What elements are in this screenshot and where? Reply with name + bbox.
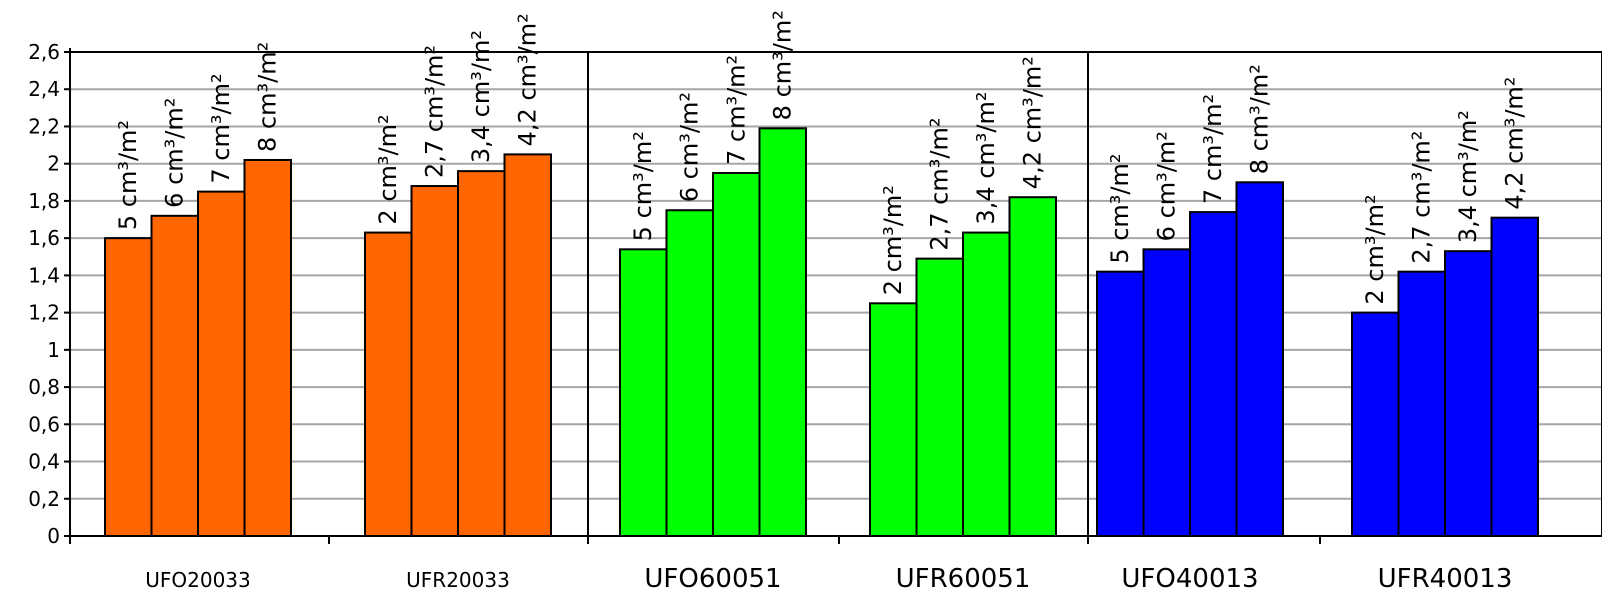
y-tick-label: 0 bbox=[47, 524, 60, 548]
bar-data-label: 3,4 cm³/m² bbox=[1454, 110, 1482, 243]
bar-data-label: 7 cm³/m² bbox=[207, 73, 235, 183]
category-label: UFR60051 bbox=[896, 564, 1031, 594]
bar-data-label: 2 cm³/m² bbox=[879, 185, 907, 295]
bar-data-label: 8 cm³/m² bbox=[1246, 64, 1274, 174]
bar-data-label: 3,4 cm³/m² bbox=[972, 91, 1000, 224]
y-tick-label: 0,2 bbox=[28, 487, 60, 511]
bar-data-label: 4,2 cm³/m² bbox=[514, 13, 542, 146]
bar-data-label: 6 cm³/m² bbox=[1153, 131, 1181, 241]
bar-labels: 5 cm³/m² 6 cm³/m² 7 cm³/m² 8 cm³/m² 2 cm³/m²… bbox=[114, 10, 1529, 304]
bar-data-label: 2,7 cm³/m² bbox=[421, 45, 449, 178]
category-label: UFR20033 bbox=[406, 568, 510, 592]
bar bbox=[1351, 311, 1400, 537]
bar-data-label: 3,4 cm³/m² bbox=[467, 30, 495, 163]
bar-data-label: 4,2 cm³/m² bbox=[1019, 56, 1047, 189]
y-tick-label: 2,2 bbox=[28, 114, 60, 138]
bar-data-label: 7 cm³/m² bbox=[722, 55, 750, 165]
y-tick-label: 2 bbox=[47, 152, 60, 176]
bar bbox=[1096, 270, 1145, 537]
y-tick-label: 0,8 bbox=[28, 375, 60, 399]
y-tick-label: 1,6 bbox=[28, 226, 60, 250]
category-label: UFO60051 bbox=[644, 564, 781, 594]
bar-data-label: 5 cm³/m² bbox=[629, 131, 657, 241]
bar-data-label: 6 cm³/m² bbox=[676, 92, 704, 202]
bar-data-label: 2 cm³/m² bbox=[1361, 194, 1389, 304]
bar-data-label: 6 cm³/m² bbox=[161, 98, 189, 208]
bar-data-label: 2 cm³/m² bbox=[374, 114, 402, 224]
bar bbox=[104, 237, 153, 537]
bar bbox=[712, 172, 761, 537]
bars bbox=[104, 127, 1539, 538]
bar bbox=[1142, 248, 1191, 537]
bar bbox=[364, 231, 413, 537]
category-label: UFO20033 bbox=[145, 568, 251, 592]
bar-data-label: 5 cm³/m² bbox=[114, 120, 142, 230]
bar-data-label: 7 cm³/m² bbox=[1199, 94, 1227, 204]
y-tick-label: 1,4 bbox=[28, 263, 60, 287]
bar-data-label: 2,7 cm³/m² bbox=[1408, 131, 1436, 264]
bar-data-label: 2,7 cm³/m² bbox=[926, 118, 954, 251]
bar-data-label: 4,2 cm³/m² bbox=[1501, 77, 1529, 210]
bar bbox=[243, 158, 292, 537]
bar bbox=[1189, 211, 1238, 537]
y-tick-label: 0,4 bbox=[28, 450, 60, 474]
bar bbox=[1490, 216, 1539, 538]
category-label: UFR40013 bbox=[1378, 564, 1513, 594]
bar bbox=[915, 257, 964, 537]
bar bbox=[1008, 196, 1057, 537]
y-tick-label: 1,8 bbox=[28, 189, 60, 213]
bar bbox=[197, 190, 246, 537]
bar bbox=[1444, 250, 1493, 538]
bar-data-label: 8 cm³/m² bbox=[254, 42, 282, 152]
bar-data-label: 8 cm³/m² bbox=[769, 10, 797, 120]
category-label: UFO40013 bbox=[1121, 564, 1258, 594]
bar bbox=[457, 170, 506, 537]
bar bbox=[619, 248, 668, 537]
y-tick-label: 0,6 bbox=[28, 412, 60, 436]
axes: 0 0,2 0,4 0,6 0,8 1 1,2 1,4 1,6 1,8 2 2,2 2,4 2,6 UFO2… bbox=[28, 40, 1602, 594]
bar bbox=[1235, 181, 1284, 538]
y-tick-label: 1,2 bbox=[28, 301, 60, 325]
bar bbox=[150, 214, 199, 537]
y-tick-label: 2,6 bbox=[28, 40, 60, 64]
panel-frames bbox=[70, 51, 1602, 536]
bar bbox=[410, 185, 459, 537]
bar bbox=[503, 153, 552, 537]
bar bbox=[869, 302, 918, 537]
y-tick-label: 1 bbox=[47, 338, 60, 362]
bar bbox=[665, 209, 714, 537]
bar bbox=[758, 127, 807, 537]
y-tick-label: 2,4 bbox=[28, 77, 60, 101]
bar bbox=[1397, 270, 1446, 537]
bar bbox=[962, 231, 1011, 537]
bar-data-label: 5 cm³/m² bbox=[1106, 153, 1134, 263]
